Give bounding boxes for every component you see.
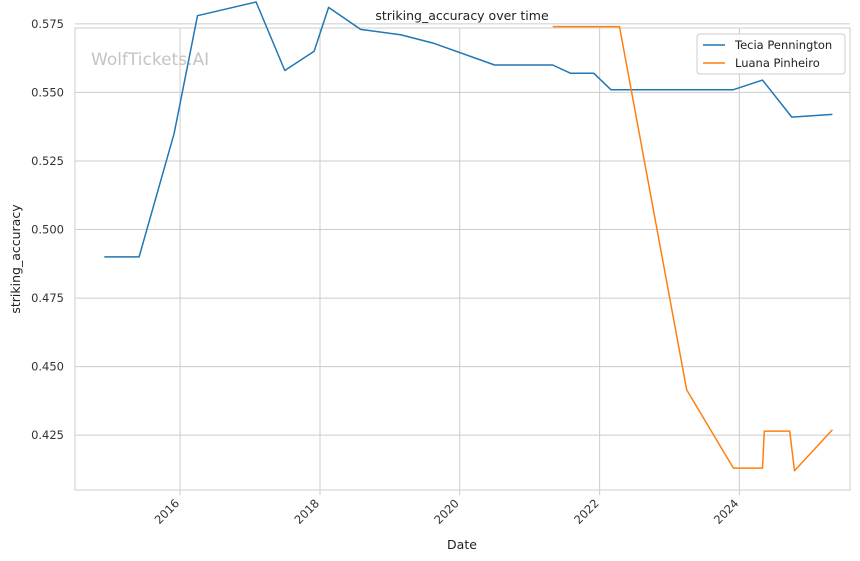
legend-label: Luana Pinheiro: [735, 56, 820, 70]
series-lines: [104, 1, 833, 472]
y-tick-label: 0.575: [31, 17, 64, 31]
y-tick-label: 0.425: [31, 428, 64, 442]
chart-title: striking_accuracy over time: [375, 8, 549, 23]
grid-lines: [75, 23, 850, 490]
x-axis-title: Date: [447, 537, 477, 552]
series-line-luana-pinheiro: [552, 25, 833, 472]
plot-area-frame: [74, 27, 851, 491]
axis-ticks: 0.425 0.450 0.475 0.500 0.525 0.550 0.575 2016 2…: [31, 17, 741, 527]
watermark-text: WolfTickets.AI: [91, 50, 209, 70]
legend-box: [696, 33, 846, 75]
y-tick-label: 0.475: [31, 291, 64, 305]
x-tick-label: 2018: [292, 496, 323, 527]
y-tick-label: 0.550: [31, 85, 64, 99]
x-tick-label: 2024: [711, 496, 742, 527]
series-line-tecia-pennington: [104, 1, 833, 258]
legend-label: Tecia Pennington: [734, 38, 832, 52]
y-axis-title: striking_accuracy: [8, 204, 23, 314]
y-tick-label: 0.450: [31, 360, 64, 374]
legend: Tecia Pennington Luana Pinheiro: [696, 33, 846, 75]
y-tick-label: 0.500: [31, 223, 64, 237]
x-tick-label: 2016: [152, 496, 183, 527]
x-tick-label: 2020: [431, 496, 462, 527]
y-tick-label: 0.525: [31, 154, 64, 168]
x-tick-label: 2022: [571, 496, 602, 527]
